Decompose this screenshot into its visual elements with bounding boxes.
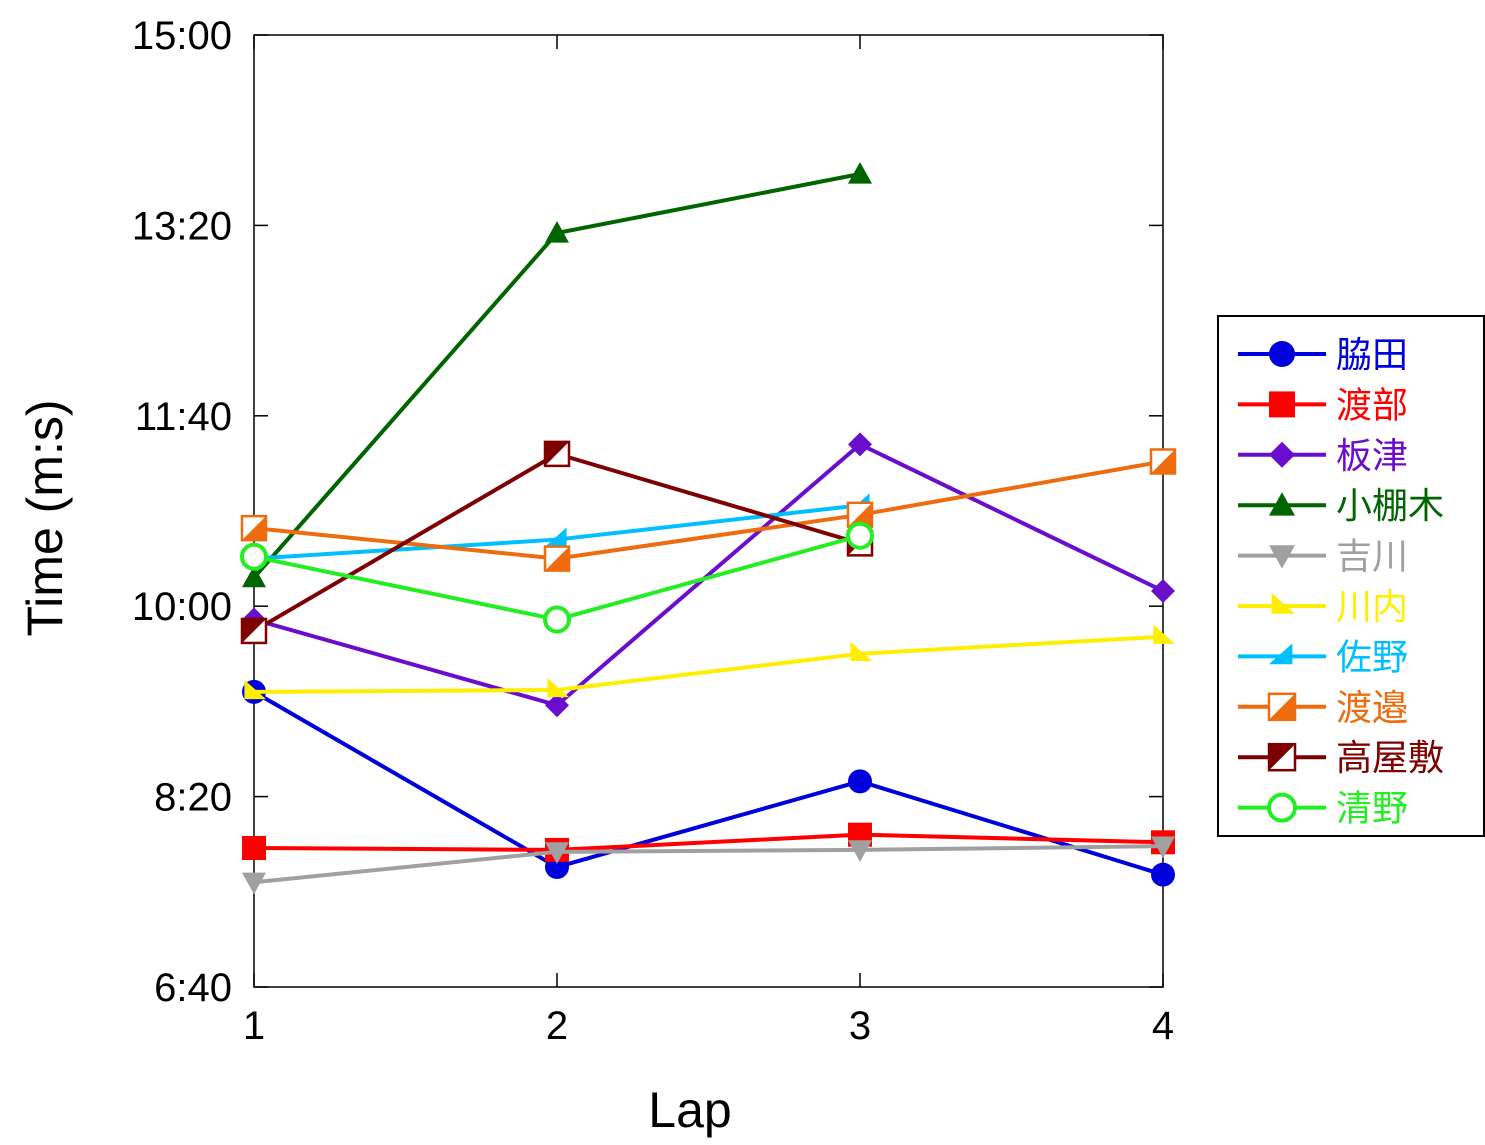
legend-label: 小棚木	[1336, 486, 1444, 527]
x-tick-label: 2	[546, 1004, 568, 1048]
legend-item: 渡邉	[1238, 688, 1408, 729]
legend-item: 渡部	[1238, 385, 1408, 426]
marker-half-square-dark-fill	[545, 441, 569, 466]
marker-triangle-left	[545, 527, 567, 547]
plot-frame	[253, 34, 1164, 988]
marker-circle	[848, 769, 872, 794]
legend-label: 吉川	[1336, 537, 1408, 578]
marker-open-circle	[543, 605, 571, 634]
y-tick-label: 8:20	[154, 776, 232, 820]
legend-item: 板津	[1238, 436, 1408, 477]
series-5	[242, 836, 1175, 895]
legend-item: 吉川	[1238, 537, 1408, 578]
legend-label: 川内	[1336, 587, 1408, 628]
marker-diamond	[848, 432, 872, 457]
legend-label: 渡邉	[1336, 688, 1408, 729]
series-lines	[240, 161, 1177, 895]
legend-label: 清野	[1336, 789, 1408, 830]
marker-half-square-dark	[1267, 742, 1297, 772]
y-tick-label: 13:20	[132, 204, 232, 248]
series-line	[253, 441, 1164, 708]
x-tick-label: 1	[243, 1004, 265, 1048]
series-line	[252, 690, 1164, 877]
legend-label: 脇田	[1336, 335, 1408, 376]
marker-triangle-right	[244, 679, 266, 700]
y-tick-label: 10:00	[132, 585, 232, 629]
series-6	[244, 624, 1175, 700]
marker-triangle-right	[850, 641, 872, 661]
plot-border	[253, 34, 1164, 988]
legend-item: 小棚木	[1238, 486, 1444, 527]
marker-half-square-fill	[1151, 449, 1175, 474]
marker-triangle-up	[1269, 492, 1295, 516]
marker-half-square	[1149, 448, 1177, 475]
marker-open-circle	[1267, 792, 1297, 823]
series-2	[242, 822, 1175, 862]
legend-label: 渡部	[1336, 385, 1408, 426]
marker-half-square-fill	[848, 502, 872, 527]
legend-item: 清野	[1238, 789, 1408, 830]
x-axis-ticks: 1 2 3 4	[243, 35, 1174, 1048]
marker-half-square-dark	[543, 440, 571, 468]
y-tick-label: 11:40	[135, 395, 232, 439]
marker-half-square-dark	[240, 617, 268, 645]
marker-triangle-up	[545, 221, 569, 243]
marker-half-square	[1267, 692, 1297, 722]
x-tick-label: 3	[849, 1004, 871, 1048]
legend-label: 板津	[1336, 436, 1408, 477]
marker-square	[1269, 391, 1295, 418]
marker-triangle-left	[1269, 643, 1293, 665]
marker-half-square	[240, 514, 268, 542]
marker-triangle-up	[242, 565, 266, 588]
marker-triangle-down	[1269, 545, 1295, 569]
legend-label: 佐野	[1336, 637, 1408, 678]
marker-square	[242, 836, 266, 861]
marker-triangle-down	[545, 842, 569, 864]
legend-item: 川内	[1238, 587, 1408, 628]
marker-diamond	[1151, 578, 1175, 603]
marker-diamond	[545, 693, 569, 718]
marker-triangle-down	[848, 840, 872, 862]
y-axis-ticks: 6:40 8:20 10:00 11:40 13:20 15:00	[132, 14, 1163, 1010]
series-line	[253, 832, 1164, 852]
legend-item: 佐野	[1238, 637, 1408, 678]
marker-triangle-right	[1271, 593, 1295, 614]
marker-half-square-fill	[1269, 693, 1295, 720]
marker-triangle-down	[1151, 836, 1175, 859]
series-4	[242, 161, 872, 588]
y-tick-label: 15:00	[132, 14, 232, 58]
legend-item: 高屋敷	[1238, 738, 1444, 779]
x-axis-title: Lap	[648, 1082, 731, 1138]
series-1	[242, 679, 1175, 887]
marker-half-square-dark-fill	[242, 618, 266, 643]
series-3	[242, 432, 1175, 718]
series-line	[253, 634, 1164, 694]
y-tick-label: 6:40	[154, 966, 232, 1010]
marker-diamond	[1269, 441, 1295, 468]
marker-open-circle	[846, 521, 874, 550]
marker-half-square-fill	[242, 516, 266, 541]
y-axis-title: Time (m:s)	[17, 400, 73, 637]
marker-circle	[1269, 341, 1295, 367]
series-10	[240, 521, 874, 634]
marker-triangle-up	[848, 161, 872, 184]
marker-half-square-dark-fill	[1269, 744, 1295, 771]
x-tick-label: 4	[1152, 1004, 1174, 1048]
marker-open-circle	[240, 542, 268, 571]
series-line	[253, 844, 1164, 885]
marker-circle	[1151, 862, 1175, 887]
marker-half-square	[543, 545, 571, 572]
legend-label: 高屋敷	[1336, 738, 1444, 779]
marker-triangle-down	[242, 872, 266, 895]
series-line	[253, 459, 1164, 561]
legend-item: 脇田	[1238, 335, 1408, 376]
marker-triangle-right	[1153, 624, 1175, 644]
marker-triangle-right	[547, 677, 569, 698]
marker-half-square-fill	[545, 546, 569, 571]
